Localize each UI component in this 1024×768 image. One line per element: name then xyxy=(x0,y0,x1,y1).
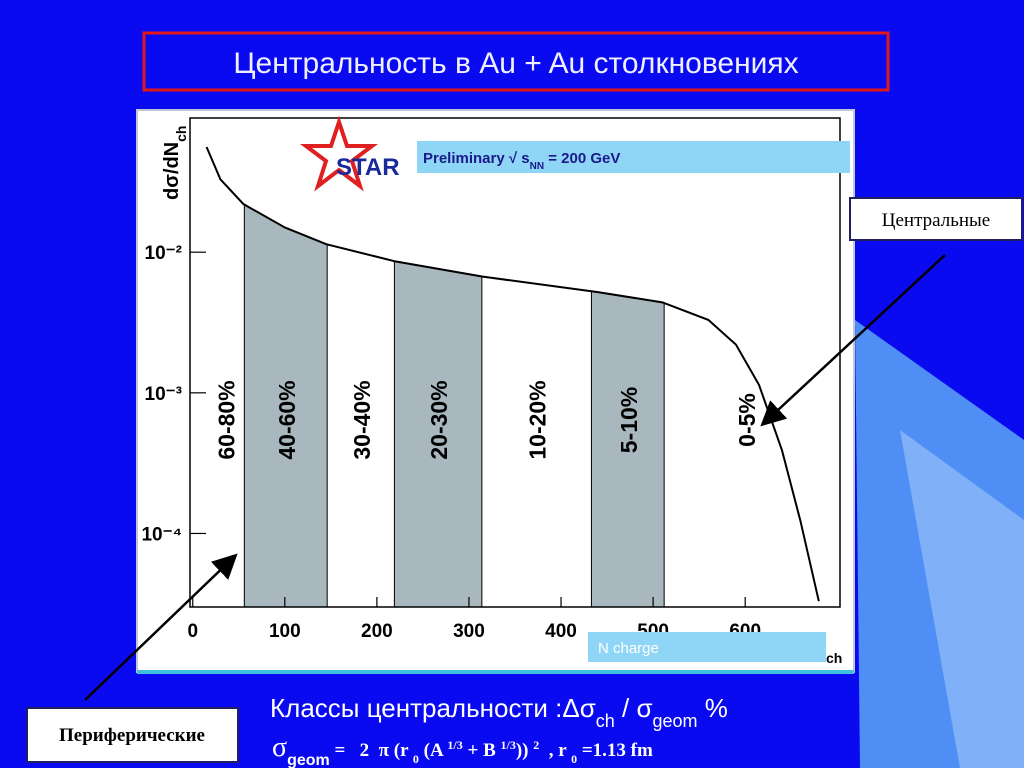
y-tick-label: 10⁻² xyxy=(145,243,183,264)
formula-part: + B xyxy=(463,740,501,761)
formula-sub: 0 xyxy=(571,752,577,766)
formula-part: )) xyxy=(516,740,533,761)
formula: σgeom = 2 π (r 0 (A 1/3 + B 1/3)) 2 , r … xyxy=(272,732,653,768)
formula-part: σ xyxy=(272,732,287,763)
caption-text: % xyxy=(698,693,728,723)
data-line xyxy=(205,146,820,602)
panel-edge xyxy=(137,670,854,674)
caption-sub: ch xyxy=(596,711,615,731)
formula-sup: 2 xyxy=(533,738,539,752)
star-logo xyxy=(300,115,378,192)
y-label-text: dσ/dN xyxy=(161,142,183,200)
x-axis-label-sub: ch xyxy=(826,650,842,666)
title-box xyxy=(142,31,890,92)
peripheral-box xyxy=(26,707,239,763)
note: Preliminary √ sNN = 200 GeV xyxy=(423,150,620,172)
band-label: 5-10% xyxy=(616,387,642,453)
plot-frame xyxy=(189,117,841,608)
x-tick-label: 400 xyxy=(545,621,577,642)
central-box xyxy=(849,197,1023,241)
formula-part: =1.13 fm xyxy=(577,740,653,761)
peripheral-label: Периферические xyxy=(59,725,205,746)
central-label: Центральные xyxy=(882,210,990,231)
caption-text: / σ xyxy=(615,693,653,723)
y-tick-label: 10⁻³ xyxy=(145,384,183,405)
y-axis-label: dσ/dNch xyxy=(161,126,189,200)
plot: 60-80% 40-60% 30-40% 20-30% 10-20% 5-10% 0-5% 0… xyxy=(141,117,841,642)
formula-part: (A xyxy=(419,740,448,761)
note-sub: NN xyxy=(530,161,544,172)
formula-part: , r xyxy=(539,740,571,761)
formula-sup: 1/3 xyxy=(501,738,516,752)
band-label: 10-20% xyxy=(525,380,551,459)
caption-text: Классы центральности :Δσ xyxy=(270,693,596,723)
caption: Классы центральности :Δσch / σgeom % xyxy=(270,693,728,731)
decor xyxy=(900,430,1024,768)
band-label: 20-30% xyxy=(426,380,452,459)
y-tick-label: 10⁻⁴ xyxy=(141,524,182,545)
arrow xyxy=(760,254,946,427)
band-label: 40-60% xyxy=(274,380,300,459)
x-tick-label: 300 xyxy=(453,621,485,642)
x-label-box xyxy=(588,632,826,662)
arrow xyxy=(84,553,238,701)
x-tick-label: 0 xyxy=(187,621,198,642)
note-text: Preliminary √ s xyxy=(423,150,530,167)
formula-sup: 1/3 xyxy=(447,738,462,752)
formula-sub: geom xyxy=(287,752,330,768)
x-axis-label: N charge xyxy=(598,640,659,657)
band-label: 0-5% xyxy=(734,393,760,447)
note-text: = 200 GeV xyxy=(544,150,620,167)
x-tick-label: 100 xyxy=(269,621,301,642)
formula-part: = 2 π (r xyxy=(330,740,413,761)
caption-sub: geom xyxy=(653,711,698,731)
y-label-sub: ch xyxy=(173,126,189,142)
x-tick-label: 200 xyxy=(361,621,393,642)
note-box xyxy=(417,141,850,173)
band-label: 60-80% xyxy=(213,380,239,459)
formula-sub: 0 xyxy=(413,752,419,766)
band-label: 30-40% xyxy=(349,380,375,459)
logo: STAR xyxy=(336,154,400,181)
title: Центральность в Au + Au столкновениях xyxy=(233,47,798,80)
